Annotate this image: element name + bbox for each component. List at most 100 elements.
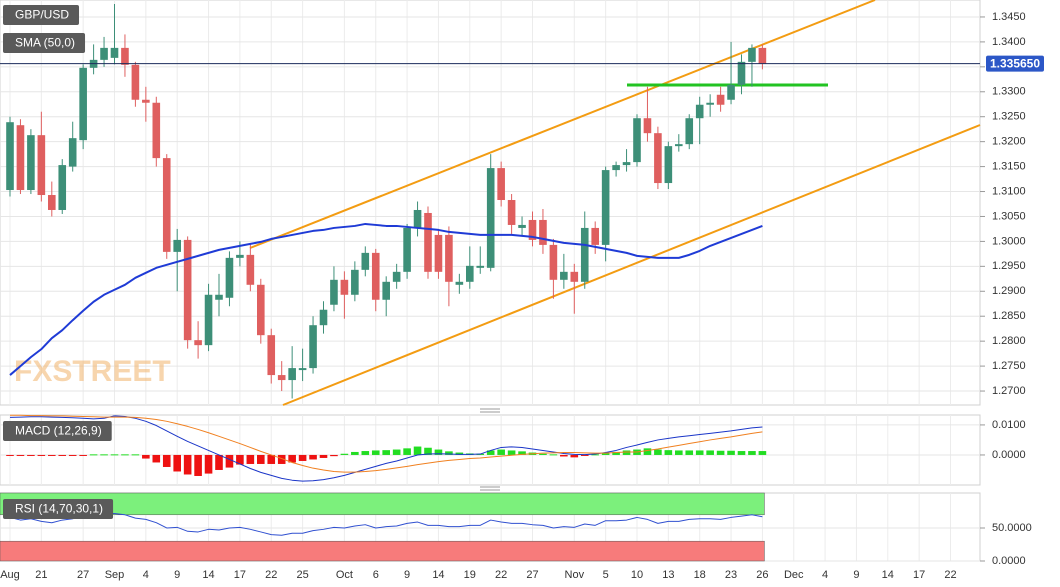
candle-body	[257, 284, 265, 336]
macd-bar	[434, 449, 443, 455]
candle-body	[204, 294, 213, 346]
macd-bar	[37, 454, 46, 456]
macd-bar	[152, 454, 161, 463]
candle-body	[37, 135, 46, 196]
macd-bar	[539, 453, 547, 455]
candle-body	[758, 47, 767, 64]
legend-label: SMA (50,0)	[15, 36, 75, 50]
macd-bar	[277, 454, 286, 464]
macd-bar	[100, 454, 108, 456]
y-tick-label: 1.2700	[992, 385, 1026, 397]
macd-bar	[748, 451, 756, 455]
macd-bar	[580, 454, 589, 456]
candle-body	[570, 271, 579, 282]
macd-bar	[48, 454, 56, 456]
legend-label: GBP/USD	[15, 8, 69, 22]
macd-bar	[695, 450, 704, 455]
candle-body	[236, 254, 244, 258]
macd-bar	[288, 454, 296, 463]
candle-body	[455, 281, 464, 285]
y-tick-label: 1.3200	[992, 136, 1026, 148]
candle-body	[100, 47, 108, 60]
candle-body	[695, 104, 704, 119]
candle-body	[351, 269, 359, 295]
candle-body	[267, 335, 276, 376]
y-tick-label: 1.2900	[992, 285, 1026, 297]
candle-body	[16, 125, 25, 191]
y-tick-label: 1.2950	[992, 260, 1026, 272]
x-tick-label: 25	[296, 569, 308, 581]
candle-body	[664, 146, 673, 184]
y-tick-label: 1.3400	[992, 36, 1026, 48]
candle-body	[288, 368, 296, 381]
macd-bar	[89, 454, 98, 456]
candle-body	[539, 219, 547, 245]
macd-bar	[403, 448, 411, 455]
candle-body	[413, 209, 422, 228]
macd-bar	[560, 454, 568, 457]
macd-bar	[612, 451, 620, 455]
macd-line	[10, 414, 763, 473]
macd-bar	[142, 454, 150, 459]
candle-body	[382, 281, 390, 300]
macd-bar	[518, 451, 526, 455]
candle-body	[716, 94, 725, 105]
macd-bar	[194, 454, 202, 476]
candle-body	[48, 195, 56, 210]
candle-body	[340, 279, 349, 295]
candle-body	[131, 64, 140, 100]
y-tick-label: 0.0000	[992, 555, 1026, 567]
macd-bar	[298, 454, 307, 461]
candle-body	[643, 118, 652, 134]
current-price-label: 1.335650	[990, 56, 1040, 70]
y-tick-label: 0.0000	[992, 449, 1026, 461]
candle-body	[79, 67, 87, 141]
candle-body	[142, 99, 150, 103]
oversold-band	[0, 540, 765, 562]
candle-body	[549, 244, 558, 280]
candle-body	[486, 168, 495, 268]
x-tick-label: 13	[662, 569, 674, 581]
y-tick-label: 1.3450	[992, 11, 1026, 23]
x-tick-label: 4	[143, 569, 149, 581]
candle-body	[727, 84, 735, 100]
macd-bar	[6, 454, 14, 456]
macd-bar	[267, 454, 276, 464]
macd-bar	[591, 454, 599, 456]
x-tick-label: 27	[526, 569, 538, 581]
candle-body	[6, 122, 14, 191]
candle-body	[194, 340, 202, 346]
macd-bar	[319, 454, 328, 458]
macd-bar	[27, 454, 35, 456]
candle-body	[58, 165, 67, 210]
y-tick-label: 1.2800	[992, 335, 1026, 347]
x-tick-label: 6	[373, 569, 379, 581]
x-tick-label: 14	[202, 569, 214, 581]
x-tick-label: 9	[853, 569, 859, 581]
candle-body	[371, 252, 380, 300]
panel-frame	[0, 0, 981, 406]
x-tick-label: 19	[464, 569, 476, 581]
candle-body	[403, 227, 411, 272]
macd-bar	[675, 450, 683, 455]
macd-bar	[706, 450, 714, 455]
candle-body	[601, 170, 610, 245]
candle-body	[121, 47, 129, 65]
macd-bar	[330, 454, 338, 457]
macd-bar	[309, 454, 317, 460]
macd-bar	[622, 450, 631, 455]
candle-body	[424, 212, 432, 272]
grid-layer: FXSTREET	[0, 0, 985, 562]
candle-body	[68, 138, 77, 167]
macd-bar	[549, 454, 558, 456]
candle-body	[507, 200, 516, 225]
x-tick-label: 17	[913, 569, 925, 581]
marks-layer	[0, 0, 981, 536]
macd-bar	[507, 450, 516, 455]
macd-bar	[215, 454, 223, 470]
macd-bar	[382, 450, 390, 455]
y-tick-label: 1.3250	[992, 111, 1026, 123]
candle-body	[748, 47, 756, 62]
legend-box	[3, 33, 86, 53]
macd-bar	[654, 449, 662, 455]
